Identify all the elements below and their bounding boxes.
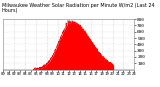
Text: Milwaukee Weather Solar Radiation per Minute W/m2 (Last 24 Hours): Milwaukee Weather Solar Radiation per Mi… bbox=[2, 3, 154, 13]
